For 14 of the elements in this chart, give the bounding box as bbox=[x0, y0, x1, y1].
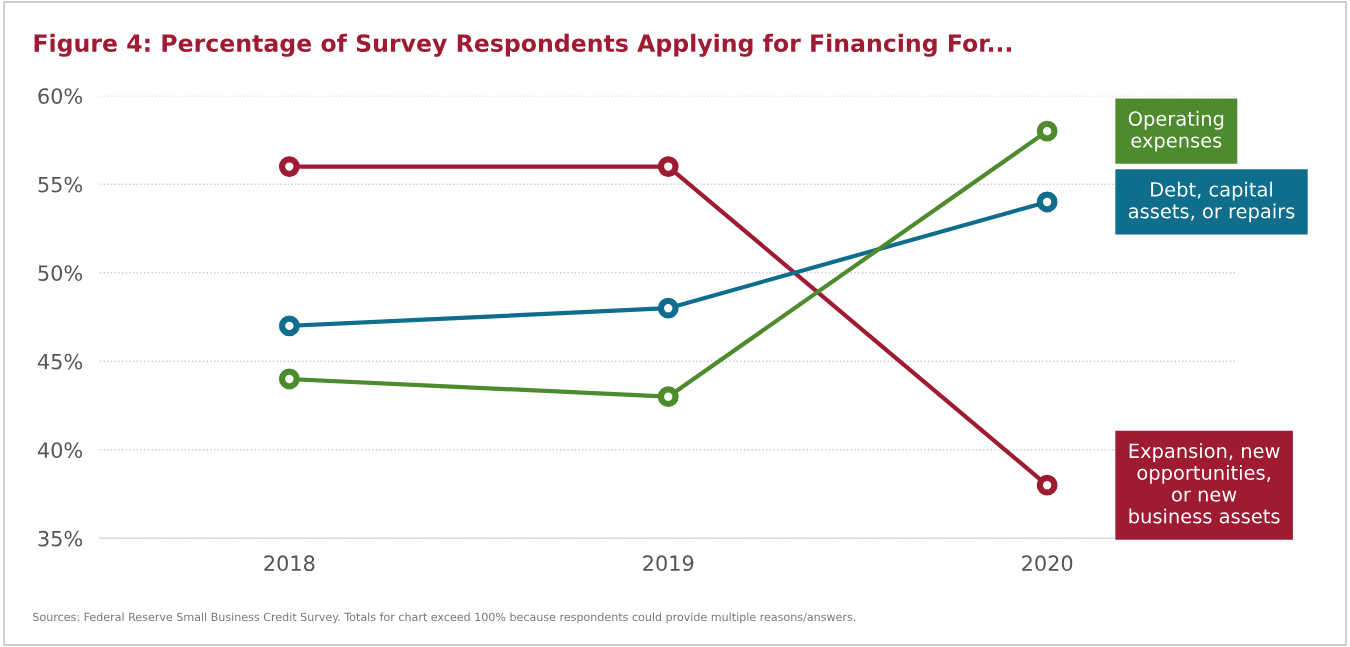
y-tick-label: 40% bbox=[37, 442, 83, 459]
y-tick-label: 35% bbox=[38, 530, 83, 547]
chart-title: Figure 4: Percentage of Survey Respondents Applying for Financing For... bbox=[34, 33, 1012, 57]
y-tick-label: 60% bbox=[38, 88, 83, 104]
y-tick-label: 55% bbox=[38, 176, 83, 193]
x-tick-label: 2018 bbox=[264, 555, 315, 572]
text: Operating expenses bbox=[1128, 110, 1224, 152]
y-tick-label: 50% bbox=[38, 265, 83, 281]
y-tick-label: 45% bbox=[37, 353, 83, 370]
text: Debt, capital assets, or repairs bbox=[1128, 181, 1295, 223]
x-tick-label: 2019 bbox=[643, 555, 694, 572]
source-note: Sources: Federal Reserve Small Business Credit Survey. Totals for chart exceed 100% because respondents could provide multiple reasons/answers. bbox=[33, 612, 856, 624]
text: Expansion, new opportunities, or new business assets bbox=[1129, 443, 1280, 524]
x-tick-label: 2020 bbox=[1022, 555, 1073, 572]
